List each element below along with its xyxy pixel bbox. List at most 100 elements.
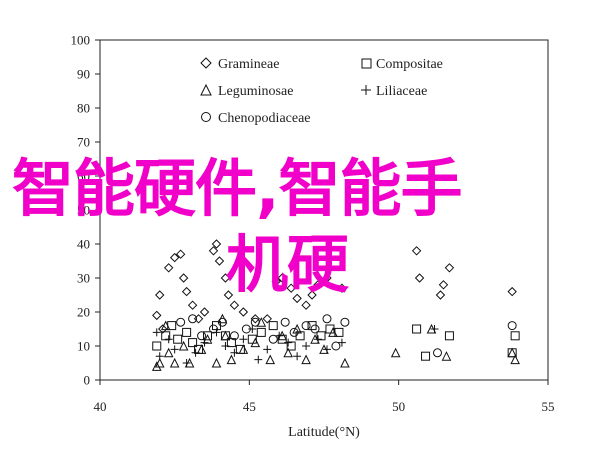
data-point-triangle bbox=[238, 344, 249, 354]
data-point-plus bbox=[200, 338, 209, 347]
legend: Gramineae Compositae Leguminosae Liliace… bbox=[200, 57, 443, 126]
data-point-circle bbox=[250, 317, 260, 327]
data-point-triangle bbox=[328, 327, 338, 337]
data-point-circle bbox=[322, 314, 332, 324]
data-point-diamond bbox=[169, 252, 180, 263]
data-point-square bbox=[256, 327, 266, 337]
data-point-square bbox=[510, 331, 520, 341]
data-point-diamond bbox=[220, 273, 231, 283]
data-point-diamond bbox=[199, 307, 210, 317]
legend-label-gramineae: Gramineae bbox=[218, 57, 279, 72]
data-point-triangle bbox=[292, 323, 302, 334]
data-point-plus bbox=[239, 335, 248, 344]
data-point-triangle bbox=[163, 347, 174, 358]
data-point-diamond bbox=[178, 273, 189, 283]
data-point-diamond bbox=[238, 307, 249, 317]
legend-marker-triangle bbox=[200, 83, 212, 96]
y-tick-label: 10 bbox=[77, 339, 90, 354]
data-point-square bbox=[412, 324, 422, 334]
data-point-diamond bbox=[163, 263, 174, 273]
y-tick-label: 20 bbox=[77, 305, 90, 320]
data-point-diamond bbox=[322, 273, 332, 283]
legend-label-leguminosae: Leguminosae bbox=[218, 84, 293, 99]
data-point-plus bbox=[337, 338, 346, 347]
data-point-circle bbox=[268, 334, 278, 344]
data-point-triangle bbox=[211, 357, 222, 368]
data-point-triangle bbox=[301, 354, 311, 365]
legend-label-compositae: Compositae bbox=[376, 57, 443, 72]
data-point-square bbox=[161, 331, 171, 341]
data-point-diamond bbox=[229, 300, 240, 310]
data-point-diamond bbox=[214, 256, 225, 266]
axis-ticks bbox=[95, 39, 549, 385]
y-tick-label: 100 bbox=[71, 33, 91, 48]
data-point-plus bbox=[191, 348, 200, 357]
axis-tick-labels: 0 10 20 30 40 50 60 70 80 90 100 40 45 50 55 bbox=[71, 33, 555, 415]
data-point-diamond bbox=[152, 310, 162, 321]
series-leguminosae bbox=[151, 313, 520, 371]
data-point-triangle bbox=[220, 330, 231, 341]
data-point-circle bbox=[241, 324, 251, 334]
data-point-plus bbox=[152, 328, 161, 337]
y-tick-label: 60 bbox=[77, 169, 90, 184]
data-point-circle bbox=[432, 348, 442, 358]
data-point-plus bbox=[430, 325, 439, 333]
data-point-triangle bbox=[250, 337, 261, 348]
y-tick-label: 30 bbox=[77, 271, 90, 286]
data-point-square bbox=[173, 334, 183, 344]
data-point-square bbox=[182, 327, 192, 337]
data-point-diamond bbox=[250, 314, 261, 324]
data-point-triangle bbox=[510, 354, 520, 365]
data-point-triangle bbox=[340, 357, 350, 368]
data-point-diamond bbox=[286, 283, 296, 293]
data-point-square bbox=[203, 331, 213, 341]
data-point-diamond bbox=[175, 249, 186, 259]
data-point-diamond bbox=[223, 290, 234, 300]
data-point-square bbox=[152, 341, 162, 351]
data-point-circle bbox=[188, 314, 198, 324]
data-point-triangle bbox=[226, 354, 237, 365]
data-point-circle bbox=[208, 324, 218, 334]
y-tick-label: 90 bbox=[77, 67, 90, 82]
data-point-plus bbox=[314, 335, 323, 344]
plot-area-frame bbox=[99, 39, 549, 381]
data-point-triangle bbox=[283, 347, 293, 358]
data-point-circle bbox=[176, 317, 186, 327]
data-point-triangle bbox=[154, 357, 165, 368]
series-compositae bbox=[152, 321, 520, 361]
x-axis-title: Latitude(°N) bbox=[288, 425, 360, 440]
data-point-plus bbox=[275, 331, 284, 340]
legend-label-liliaceae: Liliaceae bbox=[376, 84, 427, 99]
data-point-plus bbox=[221, 342, 230, 350]
data-point-diamond bbox=[155, 290, 165, 300]
data-point-diamond bbox=[262, 314, 272, 324]
data-point-circle bbox=[289, 327, 299, 337]
data-point-square bbox=[286, 341, 296, 351]
data-point-diamond bbox=[292, 293, 302, 304]
data-point-diamond bbox=[211, 239, 222, 249]
legend-marker-diamond bbox=[200, 57, 212, 69]
data-point-diamond bbox=[277, 273, 287, 283]
data-point-diamond bbox=[187, 300, 198, 310]
data-point-diamond bbox=[193, 314, 204, 324]
data-point-triangle bbox=[160, 320, 171, 331]
data-point-diamond bbox=[435, 290, 446, 300]
data-point-circle bbox=[301, 321, 311, 331]
data-point-diamond bbox=[438, 280, 449, 290]
data-point-diamond bbox=[411, 246, 422, 256]
data-point-diamond bbox=[181, 286, 192, 297]
legend-item-gramineae: Gramineae bbox=[200, 57, 279, 72]
data-point-plus bbox=[248, 325, 257, 333]
data-point-circle bbox=[507, 321, 517, 331]
data-point-diamond bbox=[208, 246, 219, 256]
data-point-diamond bbox=[307, 290, 317, 300]
data-point-diamond bbox=[414, 273, 425, 283]
legend-item-leguminosae: Leguminosae bbox=[200, 83, 293, 99]
data-point-triangle bbox=[202, 334, 213, 344]
legend-item-liliaceae: Liliaceae bbox=[361, 84, 427, 99]
data-point-diamond bbox=[313, 280, 323, 290]
data-point-plus bbox=[155, 352, 164, 361]
legend-marker-square bbox=[361, 58, 372, 69]
data-point-square bbox=[307, 321, 317, 331]
